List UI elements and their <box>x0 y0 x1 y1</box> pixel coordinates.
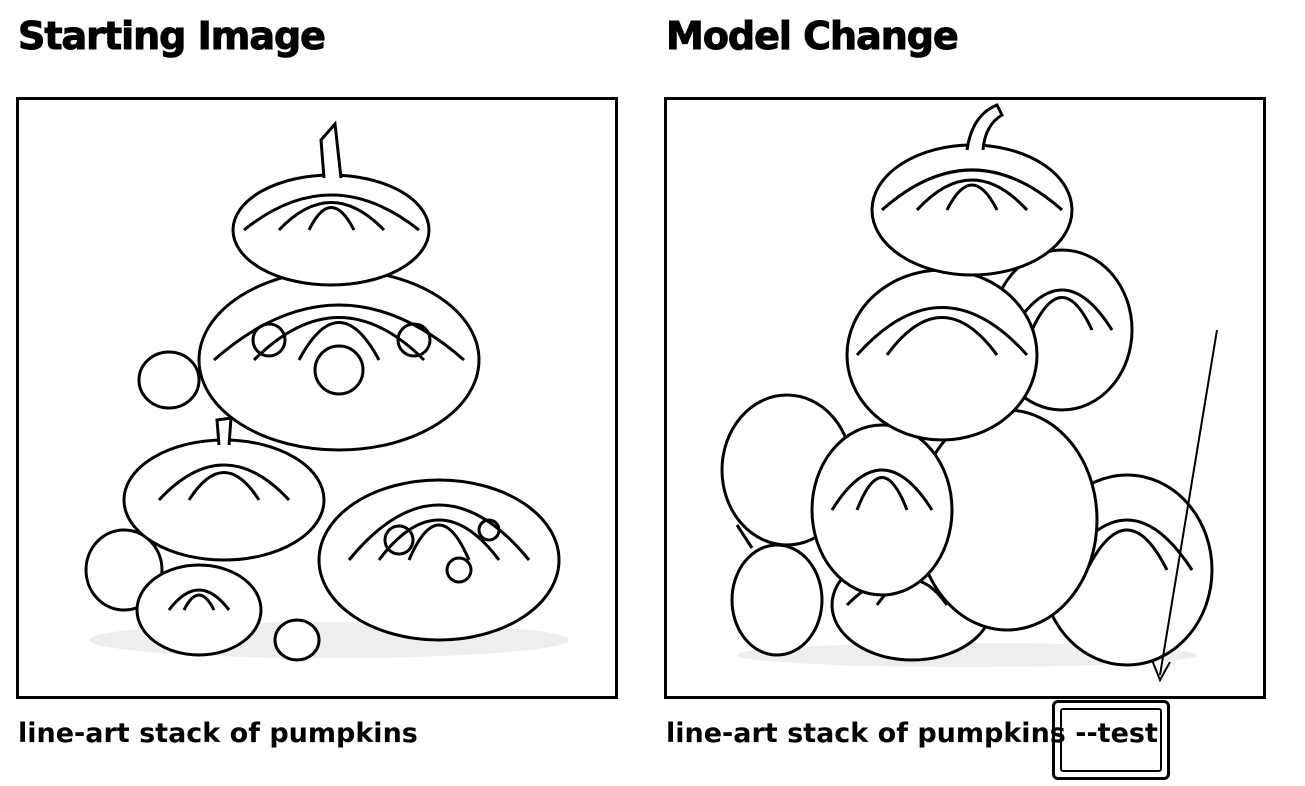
model-change-frame <box>664 97 1266 699</box>
starting-image-heading: Starting Image <box>18 14 327 59</box>
model-change-caption: line-art stack of pumpkins --test <box>666 718 1158 749</box>
pumpkin-stack-variant-illustration <box>720 103 1218 683</box>
model-change-caption-base: line-art stack of pumpkins <box>666 718 1066 749</box>
starting-image-frame <box>16 97 618 699</box>
test-flag-suffix: --test <box>1065 718 1158 749</box>
starting-image-caption: line-art stack of pumpkins <box>18 718 418 749</box>
test-flag-highlight-box <box>1052 700 1170 780</box>
pumpkin-stack-illustration <box>84 120 569 662</box>
model-change-heading: Model Change <box>666 14 960 59</box>
